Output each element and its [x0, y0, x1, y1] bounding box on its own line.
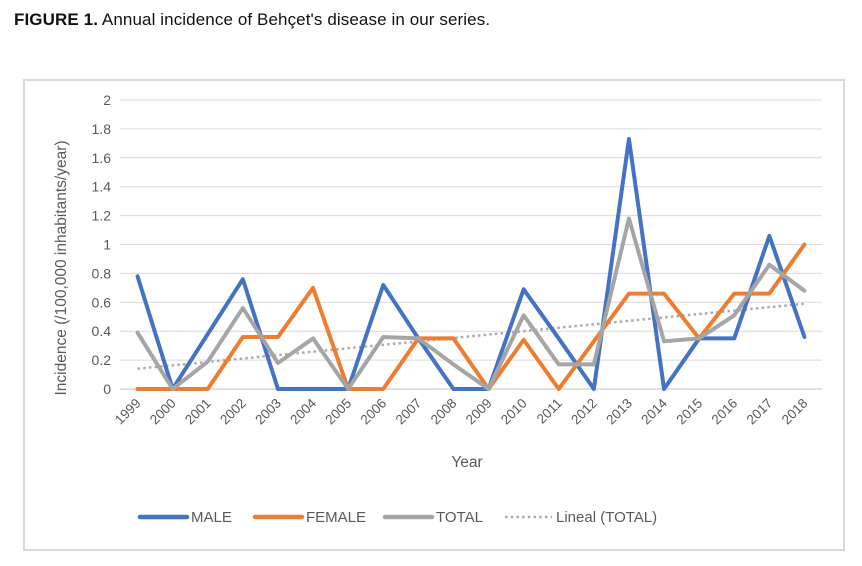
legend-item-total: TOTAL — [382, 509, 483, 526]
x-tick-label: 2004 — [287, 395, 319, 427]
gridlines — [120, 99, 822, 390]
series-lines — [135, 137, 807, 391]
x-tick-label: 1999 — [112, 396, 144, 428]
female-line — [135, 242, 807, 391]
y-tick-label: 0.2 — [92, 352, 112, 368]
x-tick-label: 2000 — [147, 396, 179, 428]
x-tick-label: 2016 — [709, 396, 741, 428]
legend-item-lineal-total-: Lineal (TOTAL) — [505, 509, 657, 526]
x-tick-label: 2011 — [534, 396, 565, 427]
x-tick-label: 2007 — [393, 396, 425, 428]
x-tick-label: 2015 — [673, 396, 705, 428]
male-line — [135, 137, 807, 391]
legend-label: Lineal (TOTAL) — [556, 509, 657, 526]
legend-item-female: FEMALE — [252, 509, 366, 526]
y-tick-label: 1 — [103, 237, 111, 253]
y-tick-label: 1.4 — [92, 179, 112, 195]
y-tick-label: 2 — [103, 92, 111, 108]
y-tick-label: 1.2 — [92, 208, 112, 224]
x-tick-label: 2002 — [217, 396, 249, 428]
x-tick-label: 2008 — [428, 396, 460, 428]
y-tick-label: 1.6 — [92, 150, 112, 166]
y-tick-label: 0.8 — [92, 265, 112, 281]
y-axis-title: Incidence (/100,000 inhabitants/year) — [53, 140, 70, 395]
x-tick-label: 2014 — [638, 395, 670, 427]
x-tick-label: 2013 — [603, 396, 635, 428]
x-tick-label: 2006 — [358, 396, 390, 428]
legend-item-male: MALE — [137, 509, 232, 526]
legend-label: TOTAL — [436, 509, 483, 526]
x-axis-tick-labels: 1999 2000 2001 2002 2003 2004 2005 2006 2007 2008… — [112, 395, 811, 427]
x-tick-label: 2012 — [568, 396, 600, 428]
y-tick-label: 1.8 — [92, 121, 112, 137]
x-tick-label: 2005 — [322, 396, 354, 428]
x-tick-label: 2001 — [182, 396, 214, 428]
figure-caption-text: Annual incidence of Behçet's disease in … — [101, 10, 491, 29]
legend-label: FEMALE — [306, 509, 366, 526]
y-tick-label: 0 — [103, 381, 111, 397]
figure-caption: FIGURE 1. Annual incidence of Behçet's d… — [14, 9, 490, 31]
y-tick-label: 0.6 — [92, 294, 112, 310]
x-tick-label: 2010 — [498, 396, 530, 428]
figure-caption-label: FIGURE 1. — [14, 10, 99, 29]
y-tick-label: 0.4 — [92, 323, 112, 339]
x-tick-label: 2003 — [252, 396, 284, 428]
x-axis-title: Year — [451, 454, 482, 471]
y-axis-tick-labels: 0 0.2 0.4 0.6 0.8 1 1.2 1.4 1.6 1.8 2 — [92, 92, 112, 397]
total-line — [135, 216, 807, 391]
x-tick-label: 2018 — [779, 396, 811, 428]
x-tick-label: 2009 — [463, 396, 495, 428]
legend-label: MALE — [191, 509, 232, 526]
x-tick-label: 2017 — [744, 396, 776, 428]
legend: MALE FEMALE TOTAL Lineal (TOTAL) — [137, 509, 657, 526]
